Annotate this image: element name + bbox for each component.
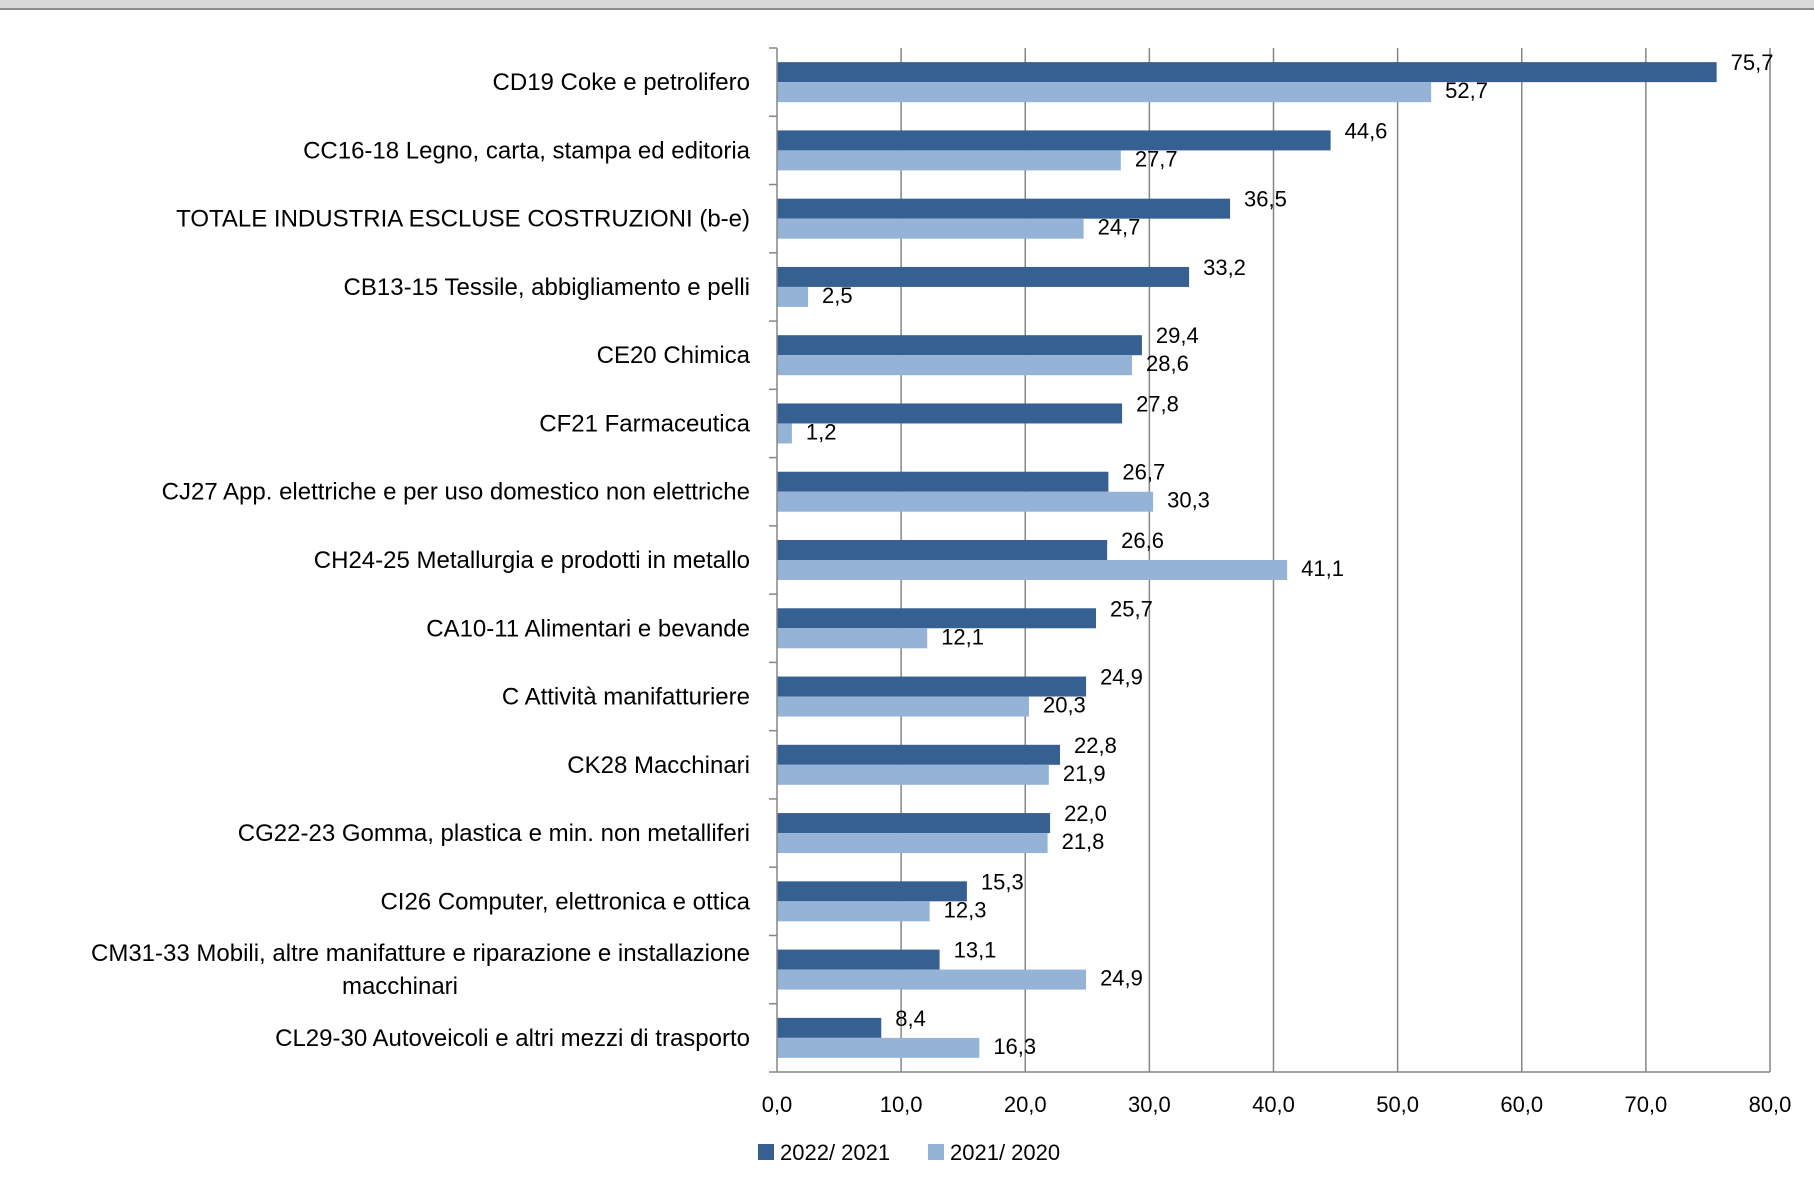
data-label: 13,1 xyxy=(954,938,997,963)
x-tick-label: 50,0 xyxy=(1376,1092,1419,1117)
data-label: 30,3 xyxy=(1167,488,1210,513)
bar-series-1 xyxy=(777,130,1331,151)
bars xyxy=(777,62,1717,1058)
bar-series-2 xyxy=(777,1037,980,1058)
category-label: CD19 Coke e petrolifero xyxy=(493,69,750,96)
data-label: 27,8 xyxy=(1136,391,1179,416)
bar-series-1 xyxy=(777,881,967,902)
category-label: CM31-33 Mobili, altre manifatture e ripa… xyxy=(91,940,750,967)
category-label: CA10-11 Alimentari e bevande xyxy=(426,615,750,642)
data-label: 26,6 xyxy=(1121,528,1164,553)
bar-series-2 xyxy=(777,833,1048,854)
category-label: CG22-23 Gomma, plastica e min. non metal… xyxy=(238,820,750,847)
bar-series-1 xyxy=(777,540,1108,560)
bar-series-2 xyxy=(777,764,1049,785)
data-label: 52,7 xyxy=(1445,78,1488,103)
data-label: 29,4 xyxy=(1156,323,1199,348)
legend-label: 2022/ 2021 xyxy=(780,1140,890,1165)
data-label: 21,9 xyxy=(1063,761,1106,786)
x-tick-label: 10,0 xyxy=(880,1092,923,1117)
x-tick-label: 30,0 xyxy=(1128,1092,1171,1117)
category-label: CC16-18 Legno, carta, stampa ed editoria xyxy=(303,137,751,164)
data-label: 28,6 xyxy=(1146,351,1189,376)
bar-series-2 xyxy=(777,628,928,649)
bar-series-2 xyxy=(777,969,1087,990)
category-label: macchinari xyxy=(342,973,458,1000)
data-label: 33,2 xyxy=(1203,255,1246,280)
bar-series-2 xyxy=(777,150,1121,171)
bar-series-1 xyxy=(777,676,1087,697)
data-label: 21,8 xyxy=(1062,829,1105,854)
category-label: CH24-25 Metallurgia e prodotti in metall… xyxy=(314,547,750,574)
data-label: 24,7 xyxy=(1098,215,1141,240)
data-label: 2,5 xyxy=(822,283,853,308)
data-label: 41,1 xyxy=(1301,556,1344,581)
category-label: CE20 Chimica xyxy=(597,342,751,369)
data-label: 16,3 xyxy=(993,1034,1036,1059)
data-label: 26,7 xyxy=(1122,460,1165,485)
legend-swatch-series-1 xyxy=(758,1144,774,1160)
data-label: 20,3 xyxy=(1043,693,1086,718)
bar-series-1 xyxy=(777,813,1051,834)
data-label: 75,7 xyxy=(1731,50,1774,75)
category-label: C Attività manifatturiere xyxy=(502,684,750,711)
legend: 2022/ 2021 2021/ 2020 xyxy=(758,1140,1060,1165)
bar-series-2 xyxy=(777,82,1432,103)
bar-series-1 xyxy=(777,198,1231,219)
data-label: 12,1 xyxy=(941,624,984,649)
bar-series-1 xyxy=(777,266,1190,287)
x-tick-label: 20,0 xyxy=(1004,1092,1047,1117)
bar-series-1 xyxy=(777,335,1142,356)
bar-series-2 xyxy=(777,218,1084,239)
data-label: 25,7 xyxy=(1110,596,1153,621)
data-label: 24,9 xyxy=(1100,966,1143,991)
category-label: CI26 Computer, elettronica e ottica xyxy=(380,888,750,915)
x-tick-label: 80,0 xyxy=(1749,1092,1792,1117)
category-label: TOTALE INDUSTRIA ESCLUSE COSTRUZIONI (b-… xyxy=(176,206,750,233)
bar-series-1 xyxy=(777,403,1123,424)
data-label: 27,7 xyxy=(1135,146,1178,171)
x-tick-label: 0,0 xyxy=(762,1092,793,1117)
bar-series-1 xyxy=(777,744,1061,765)
category-label: CF21 Farmaceutica xyxy=(539,410,750,437)
window-top-bar xyxy=(0,0,1814,10)
bar-series-2 xyxy=(777,901,930,922)
category-label: CK28 Macchinari xyxy=(567,752,750,779)
x-tick-label: 40,0 xyxy=(1252,1092,1295,1117)
bar-series-2 xyxy=(777,696,1029,717)
data-label: 1,2 xyxy=(806,419,837,444)
bar-series-1 xyxy=(777,471,1109,492)
legend-label: 2021/ 2020 xyxy=(950,1140,1060,1165)
legend-swatch-series-2 xyxy=(928,1144,944,1160)
category-label: CL29-30 Autoveicoli e altri mezzi di tra… xyxy=(275,1025,750,1052)
bar-series-2 xyxy=(777,423,792,444)
data-label: 12,3 xyxy=(944,897,987,922)
bar-series-1 xyxy=(777,62,1717,83)
data-label: 22,0 xyxy=(1064,801,1107,826)
data-label: 8,4 xyxy=(895,1006,926,1031)
axes xyxy=(769,47,1770,1073)
bar-series-1 xyxy=(777,949,940,970)
data-label: 44,6 xyxy=(1345,118,1388,143)
bar-series-1 xyxy=(777,608,1097,629)
bar-series-2 xyxy=(777,355,1132,376)
bar-series-1 xyxy=(777,1017,882,1038)
category-label: CB13-15 Tessile, abbigliamento e pelli xyxy=(344,274,750,301)
x-tick-label: 70,0 xyxy=(1624,1092,1667,1117)
bar-series-2 xyxy=(777,491,1154,512)
x-tick-label: 60,0 xyxy=(1500,1092,1543,1117)
data-label: 22,8 xyxy=(1074,733,1117,758)
bar-series-2 xyxy=(777,560,1288,580)
category-label: CJ27 App. elettriche e per uso domestico… xyxy=(162,479,750,506)
data-label: 36,5 xyxy=(1244,187,1287,212)
labels: 0,0 10,0 20,0 30,0 40,0 50,0 60,0 70,0 80,0 75,7 5… xyxy=(91,50,1791,1117)
bar-series-2 xyxy=(777,286,809,307)
data-label: 15,3 xyxy=(981,869,1024,894)
data-label: 24,9 xyxy=(1100,665,1143,690)
